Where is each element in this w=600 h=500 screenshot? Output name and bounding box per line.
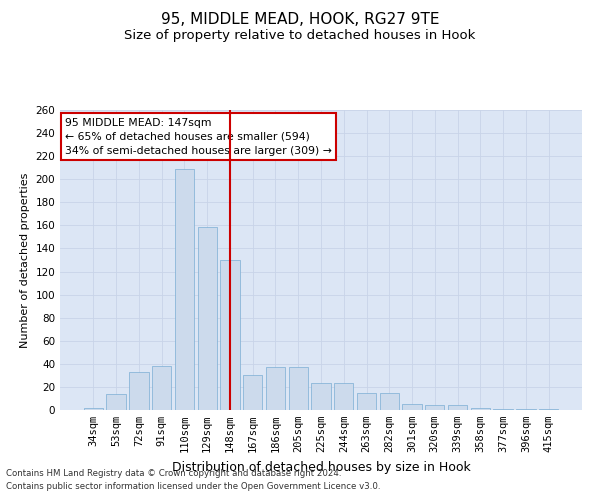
Bar: [243, 376, 262, 410]
Bar: [175, 169, 194, 410]
Text: 95 MIDDLE MEAD: 147sqm
← 65% of detached houses are smaller (594)
34% of semi-de: 95 MIDDLE MEAD: 147sqm ← 65% of detached…: [65, 118, 332, 156]
Text: Contains HM Land Registry data © Crown copyright and database right 2024.: Contains HM Land Registry data © Crown c…: [6, 468, 341, 477]
Bar: [84, 408, 103, 410]
Bar: [152, 366, 172, 410]
Bar: [357, 392, 376, 410]
Text: Contains public sector information licensed under the Open Government Licence v3: Contains public sector information licen…: [6, 482, 380, 491]
Bar: [311, 384, 331, 410]
Y-axis label: Number of detached properties: Number of detached properties: [20, 172, 30, 348]
X-axis label: Distribution of detached houses by size in Hook: Distribution of detached houses by size …: [172, 460, 470, 473]
Bar: [266, 368, 285, 410]
Bar: [470, 408, 490, 410]
Bar: [493, 409, 513, 410]
Bar: [289, 368, 308, 410]
Bar: [334, 384, 353, 410]
Bar: [106, 394, 126, 410]
Bar: [539, 409, 558, 410]
Bar: [425, 406, 445, 410]
Bar: [403, 404, 422, 410]
Bar: [380, 392, 399, 410]
Bar: [516, 409, 536, 410]
Text: Size of property relative to detached houses in Hook: Size of property relative to detached ho…: [124, 29, 476, 42]
Text: 95, MIDDLE MEAD, HOOK, RG27 9TE: 95, MIDDLE MEAD, HOOK, RG27 9TE: [161, 12, 439, 28]
Bar: [448, 406, 467, 410]
Bar: [129, 372, 149, 410]
Bar: [220, 260, 239, 410]
Bar: [197, 226, 217, 410]
